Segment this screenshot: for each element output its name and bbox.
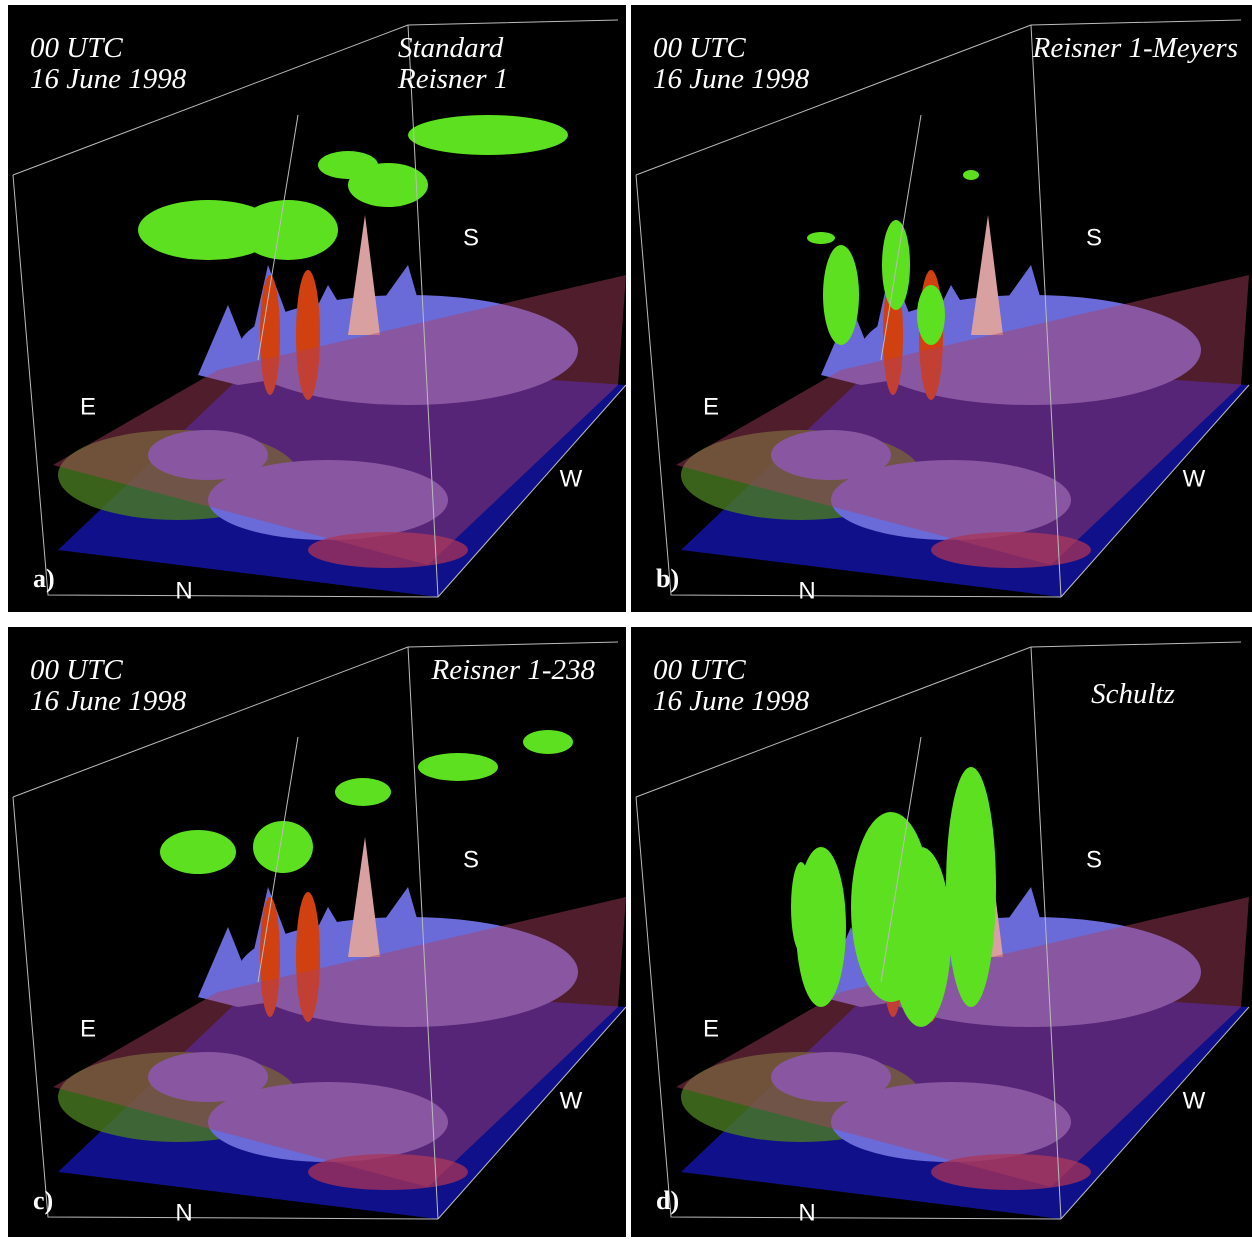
cloud-ice — [963, 170, 979, 180]
scheme-name: Standard — [398, 32, 504, 64]
panel-label: b) — [656, 564, 679, 593]
panel-label: d) — [656, 1186, 679, 1215]
compass-label: S — [1086, 224, 1102, 251]
cloud-ice — [418, 753, 498, 781]
panel-label: c) — [33, 1186, 53, 1215]
cloud-ice — [238, 200, 338, 260]
figure: 00 UTC16 June 1998StandardReisner 1ESWNa… — [0, 0, 1252, 1239]
compass-label: W — [560, 465, 583, 492]
cloud-ice — [891, 847, 951, 1027]
compass-label: S — [463, 846, 479, 873]
panel-label: a) — [33, 564, 55, 593]
compass-label: E — [80, 1015, 96, 1042]
cloud-ice — [791, 862, 811, 952]
compass-label: E — [80, 393, 96, 420]
cloud-ice — [823, 245, 859, 345]
graupel — [971, 215, 1003, 335]
compass-label: N — [175, 1199, 192, 1226]
compass-label: S — [1086, 846, 1102, 873]
date: 16 June 1998 — [30, 685, 187, 717]
date: 16 June 1998 — [30, 63, 187, 95]
cloud-ice — [946, 767, 996, 1007]
scheme-name: Reisner 1-238 — [431, 654, 596, 686]
compass-label: W — [1183, 465, 1206, 492]
time: 00 UTC — [30, 654, 123, 686]
cloud-ice — [917, 285, 945, 345]
scheme-name: Reisner 1 — [397, 63, 508, 95]
compass-label: W — [560, 1087, 583, 1114]
time: 00 UTC — [653, 654, 746, 686]
date: 16 June 1998 — [653, 685, 810, 717]
date: 16 June 1998 — [653, 63, 810, 95]
compass-label: N — [175, 577, 192, 604]
scheme-name: Reisner 1-Meyers — [1032, 32, 1238, 64]
compass-label: E — [703, 1015, 719, 1042]
cloud-ice — [335, 778, 391, 806]
scheme-name: Schultz — [1091, 678, 1175, 710]
compass-label: N — [798, 1199, 815, 1226]
time: 00 UTC — [30, 32, 123, 64]
cloud-ice — [160, 830, 236, 874]
graupel — [348, 837, 380, 957]
compass-label: N — [798, 577, 815, 604]
compass-label: W — [1183, 1087, 1206, 1114]
cloud-ice — [408, 115, 568, 155]
graupel — [348, 215, 380, 335]
time: 00 UTC — [653, 32, 746, 64]
cloud-ice — [882, 220, 910, 310]
cloud-ice — [523, 730, 573, 754]
cloud-ice — [807, 232, 835, 244]
compass-label: S — [463, 224, 479, 251]
compass-label: E — [703, 393, 719, 420]
cloud-ice — [318, 151, 378, 179]
